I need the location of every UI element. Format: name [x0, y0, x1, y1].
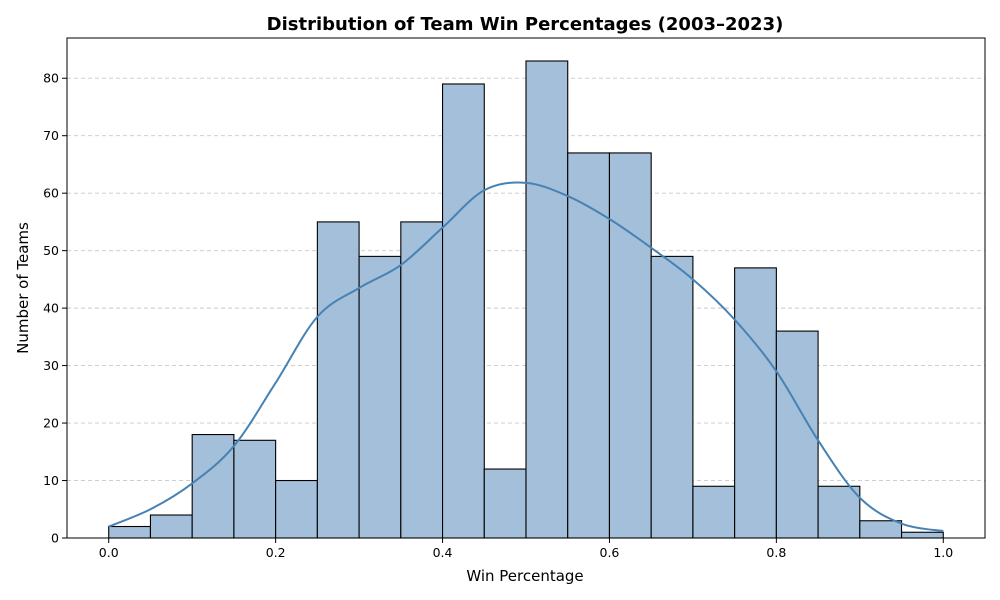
plot-area-frame: [66, 37, 986, 539]
histogram-bar: [275, 479, 318, 539]
histogram-bar: [233, 439, 277, 539]
histogram-bar: [316, 221, 360, 539]
y-tick-label: 30: [43, 358, 59, 373]
histogram-bar: [650, 255, 694, 539]
histogram-bar: [692, 485, 736, 539]
x-tick-label: 1.0: [933, 545, 953, 560]
histogram-bar: [859, 520, 903, 539]
y-axis-ticks: 0 10 20 30 40 50 60 70 80: [43, 71, 67, 546]
chart-title: Distribution of Team Win Percentages (20…: [267, 14, 784, 35]
y-tick-label: 20: [43, 416, 59, 431]
histogram-bar: [358, 255, 402, 539]
x-tick-label: 0.2: [266, 545, 286, 560]
y-tick-label: 50: [43, 243, 59, 258]
histogram-bar: [734, 267, 777, 539]
x-tick-label: 0.0: [99, 545, 119, 560]
y-tick-label: 80: [43, 71, 59, 86]
kde-curve: [108, 181, 944, 533]
y-axis-label: Number of Teams: [14, 222, 32, 354]
histogram-bar: [608, 152, 652, 539]
y-tick-label: 0: [51, 531, 59, 546]
histogram-bar: [149, 514, 193, 539]
histogram-bar: [567, 152, 611, 539]
x-tick-label: 0.4: [433, 545, 453, 560]
histogram-bar: [775, 330, 819, 539]
histogram-bar: [108, 525, 152, 539]
histogram-bar: [191, 434, 235, 539]
x-tick-label: 0.6: [600, 545, 620, 560]
y-tick-label: 60: [43, 186, 59, 201]
y-tick-label: 70: [43, 128, 59, 143]
histogram-bar: [400, 221, 444, 539]
x-axis-ticks: 0.0 0.2 0.4 0.6 0.8 1.0: [99, 538, 953, 560]
histogram-bars: [108, 60, 944, 539]
kde-curve-layer: [108, 181, 944, 533]
x-axis-label: Win Percentage: [466, 567, 583, 585]
y-tick-label: 40: [43, 301, 59, 316]
x-tick-label: 0.8: [766, 545, 786, 560]
histogram-bar: [441, 83, 485, 539]
histogram-bar: [900, 531, 944, 539]
histogram-bar: [817, 485, 861, 539]
histogram-bar: [525, 60, 569, 539]
y-tick-label: 10: [43, 473, 59, 488]
histogram-bar: [483, 468, 527, 539]
